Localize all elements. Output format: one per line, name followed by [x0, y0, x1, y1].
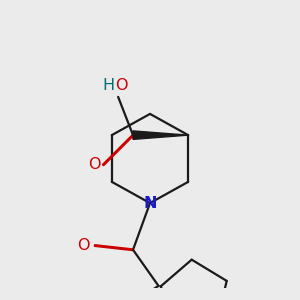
Text: O: O [77, 238, 89, 253]
Text: O: O [88, 158, 100, 172]
Polygon shape [133, 131, 188, 140]
Text: N: N [143, 196, 157, 211]
Text: O: O [115, 77, 127, 92]
Text: H: H [103, 77, 115, 92]
